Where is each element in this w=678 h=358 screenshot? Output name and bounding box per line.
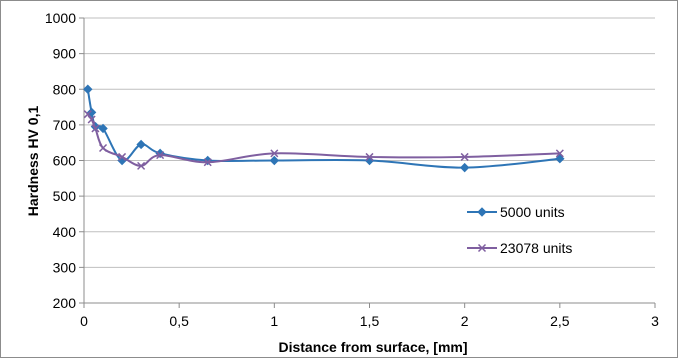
legend-item-2: 23078 units — [467, 240, 572, 256]
x-axis-title: Distance from surface, [mm] — [278, 339, 467, 355]
series-2 — [83, 110, 564, 170]
y-tick-label: 900 — [53, 46, 77, 62]
series-layer — [83, 84, 565, 173]
data-point — [203, 158, 212, 167]
data-point — [98, 123, 108, 134]
axes — [79, 17, 656, 308]
x-tick-label: 3 — [651, 313, 659, 329]
x-tick-label: 2,5 — [550, 313, 570, 329]
tick-labels: 200 300 400 500 600 700 800 900 1000 0 0,5 1 1,5 2 2,5… — [45, 10, 659, 329]
legend-item-1: 5000 units — [467, 204, 565, 220]
x-tick-label: 0 — [80, 313, 88, 329]
y-axis-title: Hardness HV 0,1 — [25, 106, 41, 217]
data-point — [460, 152, 469, 161]
data-point — [555, 149, 564, 158]
data-point — [269, 155, 280, 166]
data-point — [86, 107, 97, 118]
data-point — [365, 152, 374, 161]
data-point — [270, 149, 279, 158]
legend-marker-1 — [477, 207, 487, 217]
y-tick-label: 200 — [53, 295, 77, 311]
data-point — [83, 84, 93, 94]
x-tick-label: 0,5 — [169, 313, 189, 329]
data-point — [156, 151, 165, 160]
x-tick-label: 1,5 — [360, 313, 380, 329]
y-tick-label: 400 — [53, 224, 77, 240]
data-point — [91, 124, 100, 133]
y-tick-label: 600 — [53, 153, 77, 169]
legend-marker-shape — [477, 207, 487, 217]
y-tick-label: 300 — [53, 259, 77, 275]
legend: 5000 units 23078 units — [467, 204, 572, 256]
data-point — [83, 110, 92, 119]
data-point — [136, 139, 146, 150]
x-tick-label: 2 — [461, 313, 469, 329]
legend-label-1: 5000 units — [500, 204, 565, 220]
legend-label-2: 23078 units — [500, 240, 572, 256]
y-tick-label: 800 — [53, 81, 77, 97]
y-tick-label: 700 — [53, 117, 77, 133]
data-point — [99, 144, 108, 153]
y-tick-label: 1000 — [45, 10, 76, 26]
data-point — [459, 162, 470, 173]
data-point — [555, 154, 565, 164]
legend-marker-shape — [477, 243, 487, 253]
x-tick-label: 1 — [270, 313, 278, 329]
data-point — [118, 152, 127, 161]
data-point — [87, 115, 96, 124]
legend-marker-2 — [477, 243, 487, 253]
y-tick-label: 500 — [53, 188, 77, 204]
data-point — [137, 161, 146, 170]
